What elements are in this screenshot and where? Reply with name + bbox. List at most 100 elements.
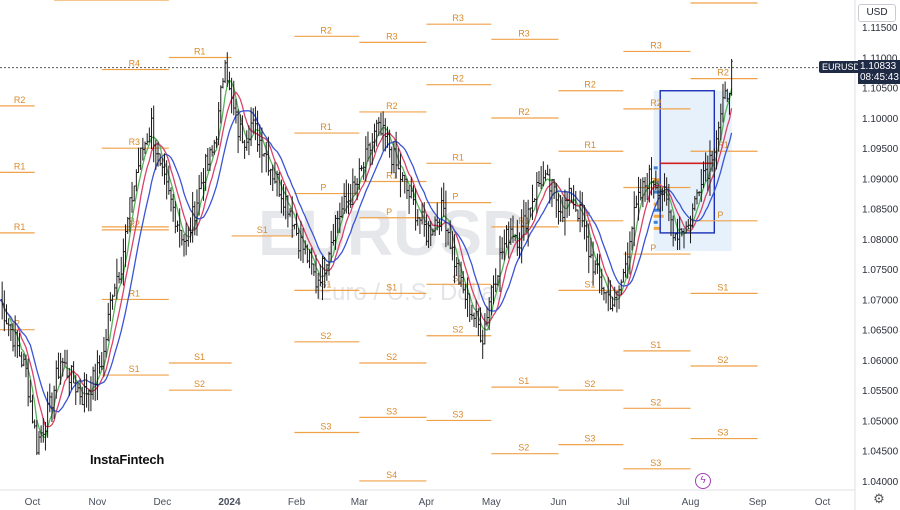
- price-tick-label: 1.09000: [862, 174, 899, 185]
- pivot-label: S3: [452, 409, 463, 419]
- pivot-label: S3: [650, 458, 661, 468]
- pivot-label: R2: [518, 107, 530, 117]
- volume-profile-bar: [653, 208, 661, 212]
- moving-average-line: [0, 110, 733, 413]
- pivot-label: R1: [584, 140, 596, 150]
- time-axis[interactable]: Oct Nov Dec 2024 Feb Mar Apr May Jun Jul Aug Sep Oct: [25, 497, 831, 508]
- pivot-label: S3: [386, 406, 397, 416]
- pivot-label: R3: [129, 137, 141, 147]
- currency-selector[interactable]: USD: [858, 4, 896, 22]
- time-tick-label: Apr: [419, 497, 435, 508]
- pivot-label: S2: [452, 325, 463, 335]
- lightning-icon[interactable]: ϟ: [695, 473, 711, 489]
- time-tick-label: May: [482, 497, 501, 508]
- pivot-label: S1: [194, 352, 205, 362]
- price-tick-label: 1.09500: [862, 144, 899, 155]
- pivot-label: R2: [650, 98, 662, 108]
- pivot-label: R2: [452, 74, 464, 84]
- pivot-label: R2: [584, 80, 596, 90]
- pivot-label: R1: [386, 170, 398, 180]
- last-price-label: 1.10833 08:45:43: [858, 60, 900, 84]
- pivot-label: P: [717, 210, 723, 220]
- pivot-label: R2: [717, 68, 729, 78]
- pivot-label: S1: [386, 282, 397, 292]
- pivot-label: S2: [194, 379, 205, 389]
- brand-logo: InstaFintech: [84, 448, 171, 471]
- pivot-label: P: [386, 207, 392, 217]
- pivot-label: S1: [257, 225, 268, 235]
- pivot-label: R1: [320, 122, 332, 132]
- pivot-label: S2: [320, 331, 331, 341]
- gear-icon[interactable]: ⚙: [873, 491, 885, 506]
- volume-profile-bar: [653, 226, 661, 230]
- pivot-label: S2: [584, 379, 595, 389]
- pivot-label: S1: [650, 340, 661, 350]
- pivot-label: S2: [518, 443, 529, 453]
- pivot-label: S1: [518, 376, 529, 386]
- pivot-label: R2: [129, 219, 141, 229]
- time-tick-label: Oct: [25, 497, 41, 508]
- time-tick-label: 2024: [218, 497, 241, 508]
- pivot-label: S2: [717, 355, 728, 365]
- price-tick-label: 1.08500: [862, 205, 899, 216]
- price-tick-label: 1.07500: [862, 265, 899, 276]
- price-tick-label: 1.04000: [862, 477, 899, 488]
- pivot-label: S1: [717, 282, 728, 292]
- price-tick-label: 1.06500: [862, 326, 899, 337]
- pivot-label: R3: [452, 13, 464, 23]
- pivot-label: S2: [650, 397, 661, 407]
- symbol-label: EURUSD: [819, 61, 864, 73]
- pivot-label: S2: [386, 352, 397, 362]
- bar-countdown: 08:45:43: [860, 72, 899, 83]
- pivot-label: S4: [386, 470, 397, 480]
- pivot-label: S1: [129, 364, 140, 374]
- price-tick-label: 1.11500: [862, 23, 898, 34]
- pivot-label: P: [452, 192, 458, 202]
- pivot-label: R1: [129, 288, 141, 298]
- pivot-label: P: [650, 243, 656, 253]
- pivot-label: R2: [14, 95, 26, 105]
- pivot-label: R3: [518, 28, 530, 38]
- price-tick-label: 1.08000: [862, 235, 899, 246]
- pivot-label: R1: [14, 161, 26, 171]
- last-price-value: 1.10833: [860, 61, 897, 72]
- time-tick-label: Aug: [682, 497, 700, 508]
- volume-profile-bar: [653, 214, 664, 218]
- price-tick-label: 1.10500: [862, 84, 899, 95]
- pivot-label: S1: [584, 279, 595, 289]
- pivot-label: R3: [386, 31, 398, 41]
- watermark-name: Euro / U.S. Dollar: [316, 279, 503, 306]
- pivot-label: S3: [584, 434, 595, 444]
- volume-profile-bar: [653, 178, 661, 182]
- time-tick-label: Feb: [288, 497, 306, 508]
- pivot-label: R1: [14, 222, 26, 232]
- volume-profile-bar: [653, 166, 658, 170]
- pivot-label: S1: [320, 279, 331, 289]
- time-tick-label: Jul: [617, 497, 630, 508]
- price-axis[interactable]: 1.11500 1.11000 1.10500 1.10000 1.09500 1.090…: [862, 23, 899, 488]
- time-tick-label: Mar: [351, 497, 369, 508]
- pivot-label: R1: [452, 152, 464, 162]
- time-tick-label: Dec: [153, 497, 171, 508]
- pivot-label: R3: [717, 0, 729, 2]
- price-tick-label: 1.07000: [862, 295, 899, 306]
- pivot-label: R3: [650, 40, 662, 50]
- pivot-label: R2: [386, 101, 398, 111]
- time-tick-label: Oct: [815, 497, 831, 508]
- pivot-label: R1: [194, 46, 206, 56]
- pivot-label: S3: [717, 428, 728, 438]
- price-bars: [0, 52, 733, 455]
- pivot-label: R2: [320, 25, 332, 35]
- pivot-levels: R5R1R4R2R3R2R1R1R1PPS1S1S2R2R1PS1S1S2S3R…: [0, 0, 758, 482]
- pivot-label: S1: [452, 273, 463, 283]
- price-tick-label: 1.10000: [862, 114, 899, 125]
- time-tick-label: Jun: [550, 497, 566, 508]
- price-tick-label: 1.05000: [862, 416, 899, 427]
- volume-profile-bar: [653, 220, 658, 224]
- time-tick-label: Sep: [749, 497, 767, 508]
- price-tick-label: 1.04500: [862, 447, 899, 458]
- pivot-label: P: [320, 183, 326, 193]
- price-tick-label: 1.06000: [862, 356, 899, 367]
- pivot-label: R4: [129, 59, 141, 69]
